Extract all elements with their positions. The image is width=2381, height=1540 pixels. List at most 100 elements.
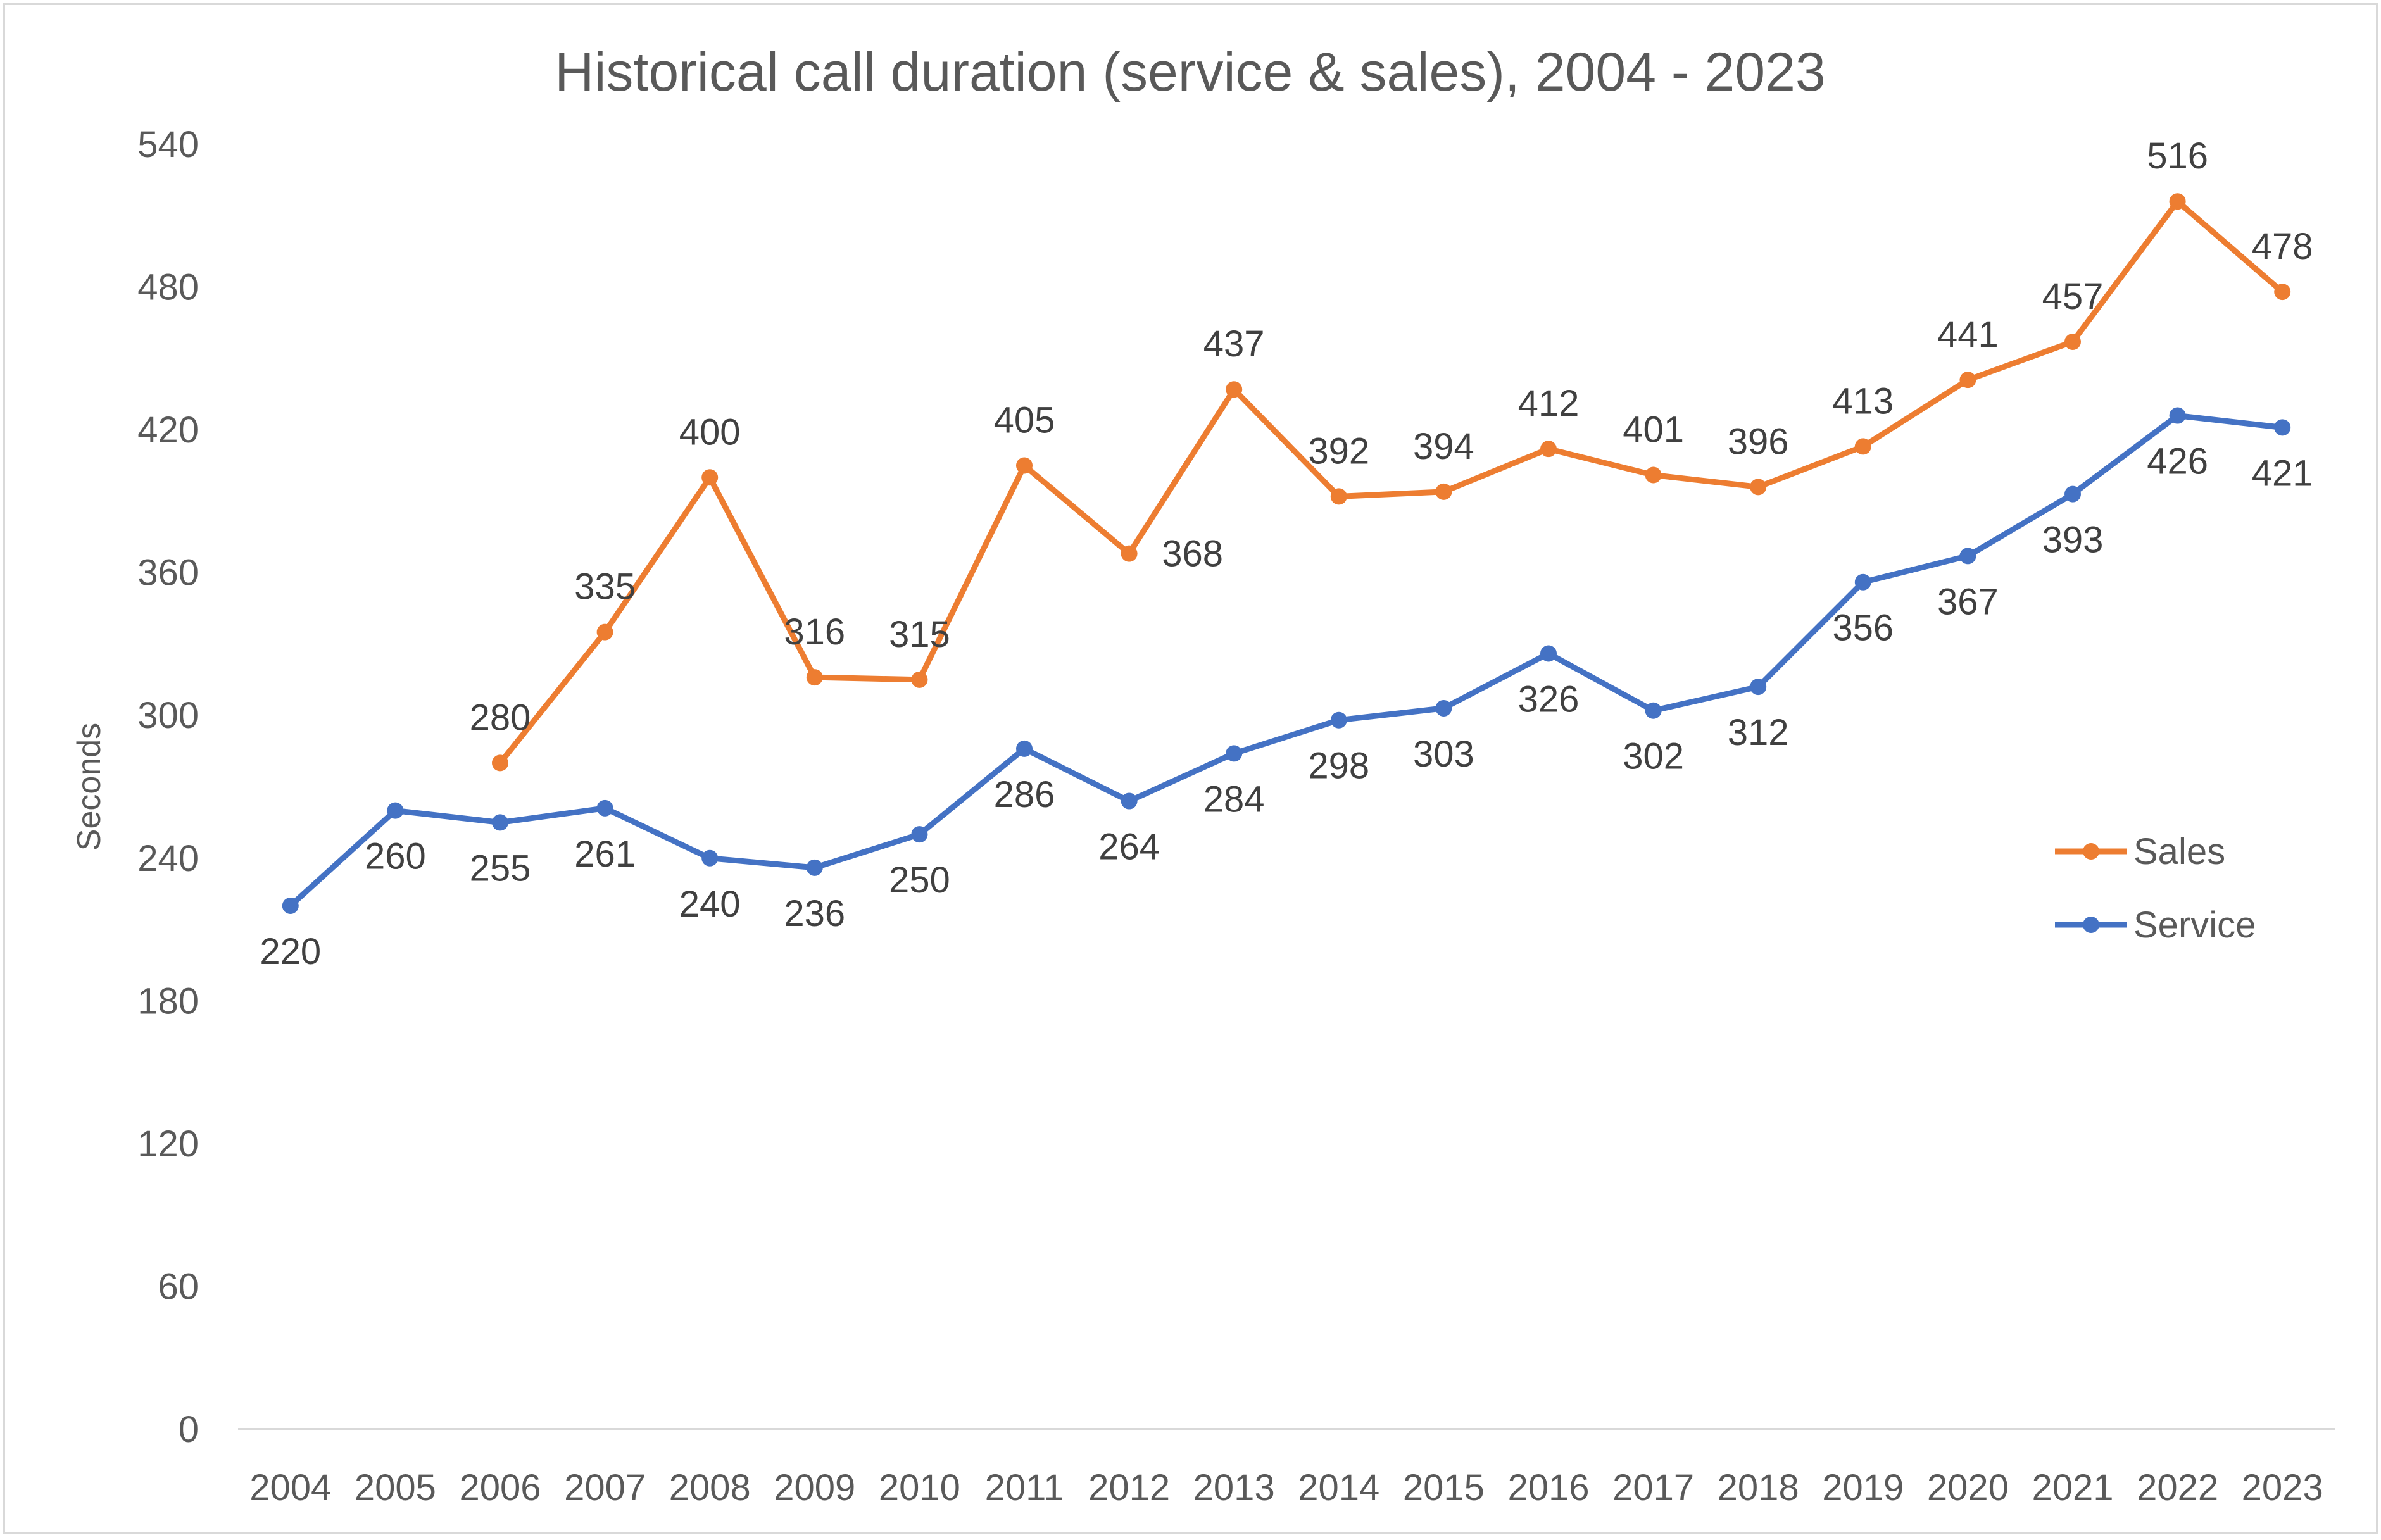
data-labels-layer: 280 335 400 316 315 405 368 437 392 394 412 401 396 4… <box>260 135 2313 972</box>
sales-data-label: 400 <box>679 411 741 453</box>
service-data-label: 312 <box>1728 712 1789 753</box>
sales-data-point[interactable] <box>596 623 613 641</box>
service-data-label: 356 <box>1832 608 1894 649</box>
service-data-label: 286 <box>994 774 1055 815</box>
chart-frame: Historical call duration (service & sale… <box>3 3 2378 1534</box>
service-data-point[interactable] <box>387 802 404 819</box>
service-data-label: 255 <box>470 848 531 889</box>
sales-data-label: 478 <box>2252 226 2313 267</box>
legend-item-service[interactable]: Service <box>2055 905 2256 946</box>
y-tick-label: 300 <box>137 695 199 736</box>
sales-data-point[interactable] <box>1016 457 1033 474</box>
sales-data-point[interactable] <box>2274 284 2291 301</box>
service-data-label: 240 <box>679 884 741 925</box>
sales-data-point[interactable] <box>911 671 928 688</box>
sales-data-point[interactable] <box>492 754 508 772</box>
service-data-point[interactable] <box>1016 740 1033 757</box>
service-data-point[interactable] <box>282 897 299 914</box>
service-data-point[interactable] <box>1435 699 1452 717</box>
service-data-point[interactable] <box>492 814 508 831</box>
sales-data-point[interactable] <box>1645 466 1662 484</box>
x-tick-label: 2018 <box>1718 1467 1799 1508</box>
legend-swatch-marker <box>2083 843 2099 860</box>
sales-data-point[interactable] <box>1330 488 1347 505</box>
y-tick-label: 180 <box>137 980 199 1022</box>
legend[interactable]: Sales Service <box>2055 831 2256 946</box>
service-data-point[interactable] <box>701 849 719 867</box>
service-data-label: 261 <box>574 834 636 875</box>
sales-data-point[interactable] <box>1540 441 1557 458</box>
x-tick-label: 2016 <box>1507 1467 1589 1508</box>
service-data-label: 298 <box>1308 746 1369 787</box>
service-data-point[interactable] <box>806 859 823 876</box>
sales-data-label: 316 <box>784 611 845 653</box>
x-tick-label: 2005 <box>355 1467 436 1508</box>
x-axis-tick-labels: 2004 2005 2006 2007 2008 2009 2010 2011 2012 2013… <box>249 1467 2323 1508</box>
sales-data-label: 280 <box>470 697 531 738</box>
x-tick-label: 2014 <box>1298 1467 1379 1508</box>
sales-data-label: 368 <box>1162 534 1223 575</box>
y-axis-tick-labels: 0 60 120 180 240 300 360 420 480 540 <box>137 124 199 1450</box>
service-data-label: 236 <box>784 893 845 934</box>
service-data-label: 220 <box>260 931 321 972</box>
service-data-point[interactable] <box>1226 745 1243 762</box>
x-tick-label: 2020 <box>1927 1467 2009 1508</box>
sales-data-label: 457 <box>2042 276 2104 317</box>
service-data-point[interactable] <box>1854 573 1871 591</box>
x-tick-label: 2009 <box>774 1467 855 1508</box>
service-data-label: 367 <box>1937 581 1999 622</box>
service-data-point[interactable] <box>911 826 928 843</box>
x-tick-label: 2006 <box>459 1467 541 1508</box>
service-data-point[interactable] <box>1540 645 1557 662</box>
x-tick-label: 2015 <box>1403 1467 1485 1508</box>
service-data-point[interactable] <box>1330 711 1347 729</box>
legend-label: Service <box>2133 905 2256 946</box>
sales-data-point[interactable] <box>2169 193 2186 210</box>
sales-data-point[interactable] <box>1959 372 1976 389</box>
sales-data-point[interactable] <box>701 469 719 486</box>
sales-data-label: 441 <box>1937 314 1999 355</box>
service-data-label: 260 <box>365 836 426 877</box>
service-data-point[interactable] <box>2064 485 2081 503</box>
y-tick-label: 480 <box>137 267 199 308</box>
service-data-point[interactable] <box>1121 792 1138 810</box>
service-data-point[interactable] <box>2169 407 2186 424</box>
x-tick-label: 2011 <box>985 1467 1064 1508</box>
sales-data-label: 394 <box>1413 426 1474 467</box>
sales-data-point[interactable] <box>1121 545 1138 562</box>
legend-swatch-marker <box>2083 917 2099 933</box>
legend-item-sales[interactable]: Sales <box>2055 831 2225 872</box>
service-data-point[interactable] <box>1645 702 1662 719</box>
sales-data-point[interactable] <box>2064 334 2081 351</box>
y-tick-label: 0 <box>179 1409 199 1450</box>
sales-data-label: 437 <box>1203 323 1265 365</box>
service-data-label: 303 <box>1413 734 1474 775</box>
sales-series <box>492 193 2291 772</box>
service-data-point[interactable] <box>1750 679 1767 696</box>
sales-data-point[interactable] <box>1854 438 1871 455</box>
x-tick-label: 2022 <box>2137 1467 2218 1508</box>
x-tick-label: 2007 <box>564 1467 646 1508</box>
sales-data-label: 412 <box>1518 383 1580 424</box>
sales-data-label: 315 <box>889 614 950 655</box>
sales-data-point[interactable] <box>1226 381 1243 398</box>
sales-data-point[interactable] <box>806 669 823 686</box>
x-tick-label: 2013 <box>1193 1467 1275 1508</box>
x-tick-label: 2010 <box>879 1467 960 1508</box>
chart-title: Historical call duration (service & sale… <box>555 42 1826 103</box>
service-data-point[interactable] <box>2274 419 2291 436</box>
sales-data-label: 392 <box>1308 430 1369 472</box>
y-tick-label: 120 <box>137 1124 199 1165</box>
y-tick-label: 240 <box>137 838 199 879</box>
sales-data-point[interactable] <box>1750 479 1767 496</box>
x-tick-label: 2008 <box>669 1467 751 1508</box>
service-data-point[interactable] <box>596 799 613 817</box>
x-tick-label: 2019 <box>1822 1467 1904 1508</box>
sales-data-label: 396 <box>1728 421 1789 462</box>
service-data-label: 421 <box>2252 453 2313 494</box>
sales-data-label: 335 <box>574 567 636 608</box>
service-data-label: 393 <box>2042 520 2104 561</box>
service-data-point[interactable] <box>1959 548 1976 565</box>
sales-data-point[interactable] <box>1435 483 1452 500</box>
service-series-line <box>287 413 2285 909</box>
